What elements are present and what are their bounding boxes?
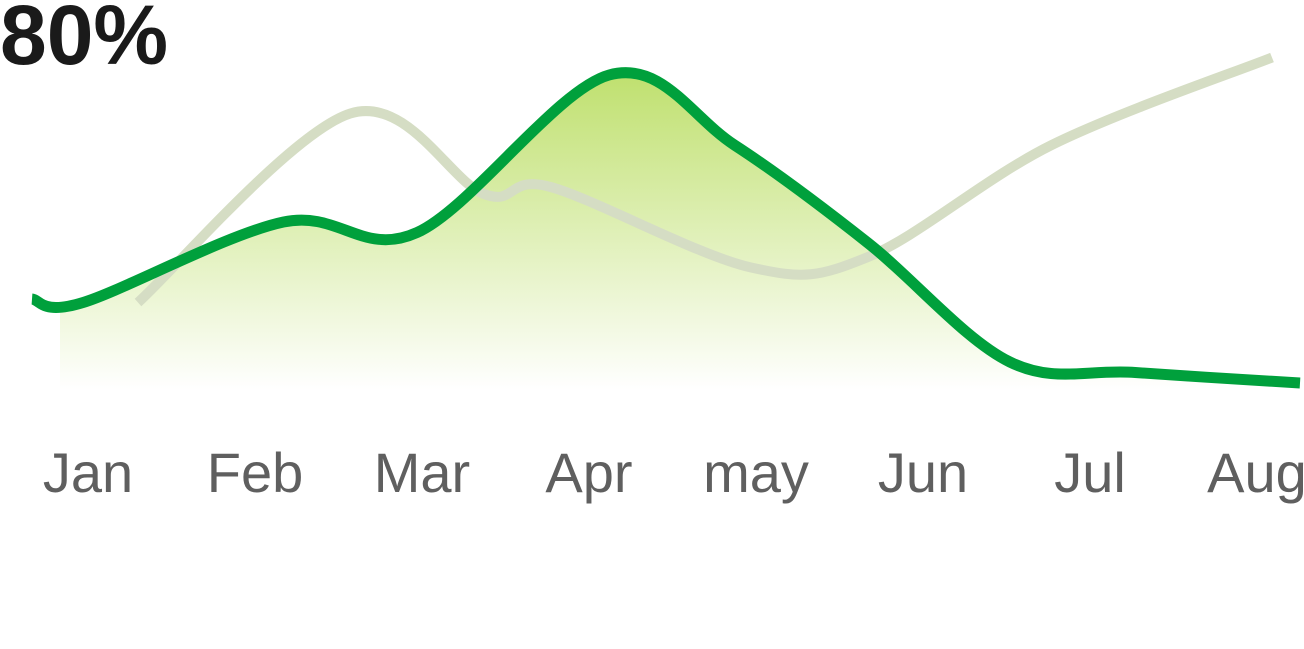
x-axis: Jan Feb Mar Apr may Jun Jul Aug bbox=[43, 441, 1304, 504]
x-tick-label: Feb bbox=[207, 441, 304, 504]
chart-title: 80% bbox=[0, 0, 168, 82]
primary-series-line bbox=[30, 67, 1301, 389]
x-tick-label: Jan bbox=[43, 441, 133, 504]
x-tick-label: Apr bbox=[545, 441, 632, 504]
x-tick-label: may bbox=[703, 441, 809, 504]
x-tick-label: Jul bbox=[1054, 441, 1126, 504]
secondary-series-line bbox=[134, 52, 1274, 307]
x-tick-label: Aug bbox=[1207, 441, 1304, 504]
primary-area-fill bbox=[60, 72, 1290, 390]
x-tick-label: Jun bbox=[878, 441, 968, 504]
series-group bbox=[30, 52, 1301, 390]
x-tick-label: Mar bbox=[374, 441, 470, 504]
